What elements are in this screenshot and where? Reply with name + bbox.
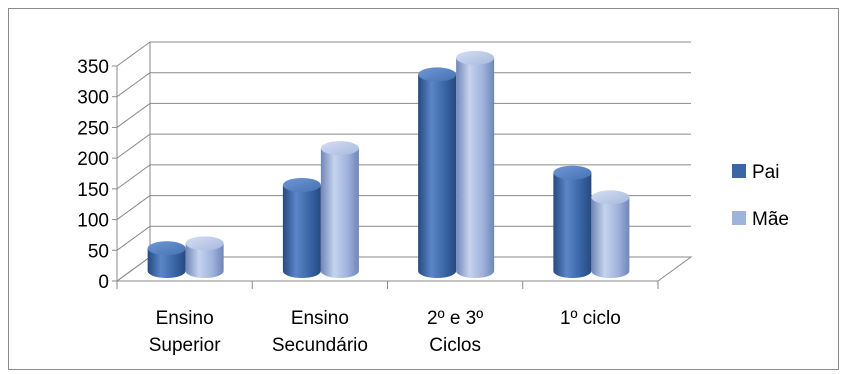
bar-body <box>591 197 630 278</box>
y-tick-label: 200 <box>77 149 109 170</box>
bar-top <box>591 190 630 205</box>
x-category-label-2-e-3-ciclos: 2º e 3º Ciclos <box>427 308 483 356</box>
legend: Pai Mãe <box>732 162 789 230</box>
y-tick-label: 0 <box>98 272 109 293</box>
gridline-side-50 <box>116 225 151 251</box>
bar-pai-ensino-secundario <box>282 178 321 278</box>
bar-top <box>282 178 321 192</box>
bar-pai-ensino-superior <box>147 241 186 278</box>
bar-mae-2-e-3-ciclos <box>456 50 495 278</box>
gridline-side-0 <box>116 256 151 282</box>
y-tick-label: 50 <box>88 241 109 262</box>
bar-mae-ensino-superior <box>185 236 224 278</box>
x-category-label-1-ciclo: 1º ciclo <box>560 308 621 329</box>
bar-body <box>553 172 592 278</box>
bar-top <box>185 236 224 251</box>
x-axis-category-labels: Ensino Superior Ensino Secundário 2º e 3º Cic… <box>149 308 621 356</box>
bar-top <box>418 67 457 82</box>
bar-body <box>282 185 321 278</box>
bar-top <box>456 50 495 65</box>
gridline-side-350 <box>116 41 151 67</box>
bar-top <box>320 141 359 156</box>
bar-pai-2-e-3-ciclos <box>418 67 457 278</box>
y-tick-label: 250 <box>77 118 109 139</box>
y-tick-label: 100 <box>77 211 109 232</box>
gridline-side-200 <box>116 133 151 159</box>
gridline-side-300 <box>116 72 151 98</box>
bar-pai-1-ciclo <box>553 165 592 278</box>
legend-swatch <box>732 164 746 178</box>
legend-swatch <box>732 211 746 225</box>
legend-label: Pai <box>752 162 779 183</box>
x-category-label-ensino-secundario: Ensino Secundário <box>272 308 368 356</box>
gridline-side-150 <box>116 164 151 190</box>
y-tick-label: 350 <box>77 57 109 78</box>
y-tick-label: 300 <box>77 88 109 109</box>
bar-body <box>147 248 186 278</box>
legend-item-mae: Mãe <box>732 209 789 230</box>
bar-top <box>553 165 592 180</box>
legend-item-pai: Pai <box>732 162 779 183</box>
bars <box>147 50 630 278</box>
bar-body <box>418 74 457 278</box>
gridline-side-250 <box>116 103 151 128</box>
x-axis <box>116 281 659 289</box>
bar-mae-ensino-secundario <box>320 141 359 278</box>
bar-mae-1-ciclo <box>591 190 630 278</box>
legend-label: Mãe <box>752 209 789 230</box>
y-tick-label: 150 <box>77 180 109 201</box>
y-axis-tick-labels: 0 50 100 150 200 250 300 350 <box>77 57 109 293</box>
x-category-label-ensino-superior: Ensino Superior <box>149 308 221 356</box>
bar-body <box>185 243 224 278</box>
bar-top <box>147 241 186 256</box>
gridline-side-100 <box>116 195 151 220</box>
bar-body <box>320 148 359 278</box>
bar-body <box>456 57 495 278</box>
